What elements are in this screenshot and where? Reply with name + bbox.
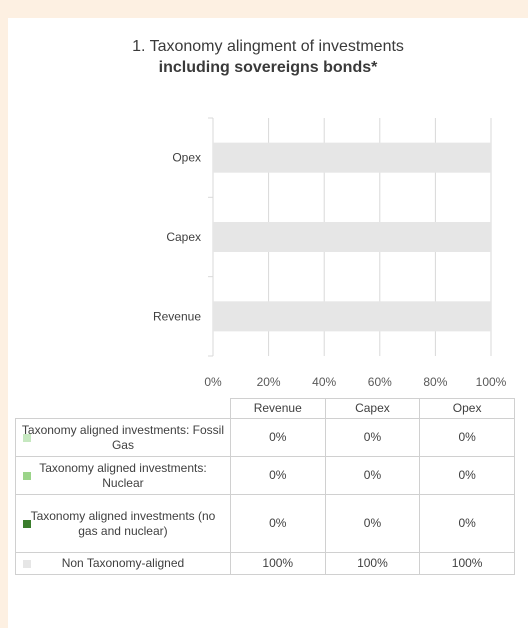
bar-revenue [213,301,491,332]
cell-value: 0% [229,494,326,553]
chart-title-line2: including sovereigns bonds* [158,59,378,76]
table-header-capex: Capex [324,398,421,419]
table-row: Taxonomy aligned investments: Fossil Gas… [15,418,515,457]
legend-swatch-non-aligned [23,559,31,568]
x-tick-label: 100% [476,375,507,389]
chart-title: 1. Taxonomy alingment of investments inc… [8,36,528,78]
data-table: Revenue Capex Opex Taxonomy aligned inve… [15,398,515,575]
chart-card: 1. Taxonomy alingment of investments inc… [8,18,528,628]
category-label: Capex [166,230,201,244]
cell-value: 0% [419,456,515,495]
table-row: Non Taxonomy-aligned 100% 100% 100% [15,552,515,575]
legend-swatch-nuclear [23,471,31,480]
row-label-fossil-gas: Taxonomy aligned investments: Fossil Gas [15,418,231,457]
cell-value: 100% [419,552,515,575]
bar-chart: 0% 20% 40% 60% 80% 100% Opex Capex Revenue [153,117,507,389]
x-tick-label: 60% [368,375,392,389]
table-row: Taxonomy aligned investments: Nuclear 0%… [15,456,515,495]
legend-swatch-no-gas-nuclear [23,519,31,528]
category-label: Opex [172,151,201,165]
cell-value: 100% [229,552,326,575]
row-label-nuclear: Taxonomy aligned investments: Nuclear [15,456,231,495]
cell-value: 0% [229,456,326,495]
cell-value: 0% [229,418,326,457]
bar-capex [213,222,491,252]
row-label-no-gas-nuclear: Taxonomy aligned investments (no gas and… [15,494,231,553]
table-header-empty [15,398,231,419]
cell-value: 0% [419,494,515,553]
cell-value: 100% [324,552,421,575]
cell-value: 0% [419,418,515,457]
x-tick-label: 0% [204,375,222,389]
cell-value: 0% [324,418,421,457]
x-tick-label: 20% [257,375,281,389]
table-header-opex: Opex [419,398,515,419]
x-tick-label: 40% [312,375,336,389]
cell-value: 0% [324,494,421,553]
cell-value: 0% [324,456,421,495]
table-header-revenue: Revenue [229,398,326,419]
table-header-row: Revenue Capex Opex [15,398,515,419]
category-label: Revenue [153,309,201,323]
chart-title-line1: 1. Taxonomy alingment of investments [132,38,404,55]
legend-swatch-fossil-gas [23,433,31,442]
table-row: Taxonomy aligned investments (no gas and… [15,494,515,553]
bar-opex [213,142,491,173]
row-label-non-aligned: Non Taxonomy-aligned [15,552,231,575]
x-tick-label: 80% [423,375,447,389]
